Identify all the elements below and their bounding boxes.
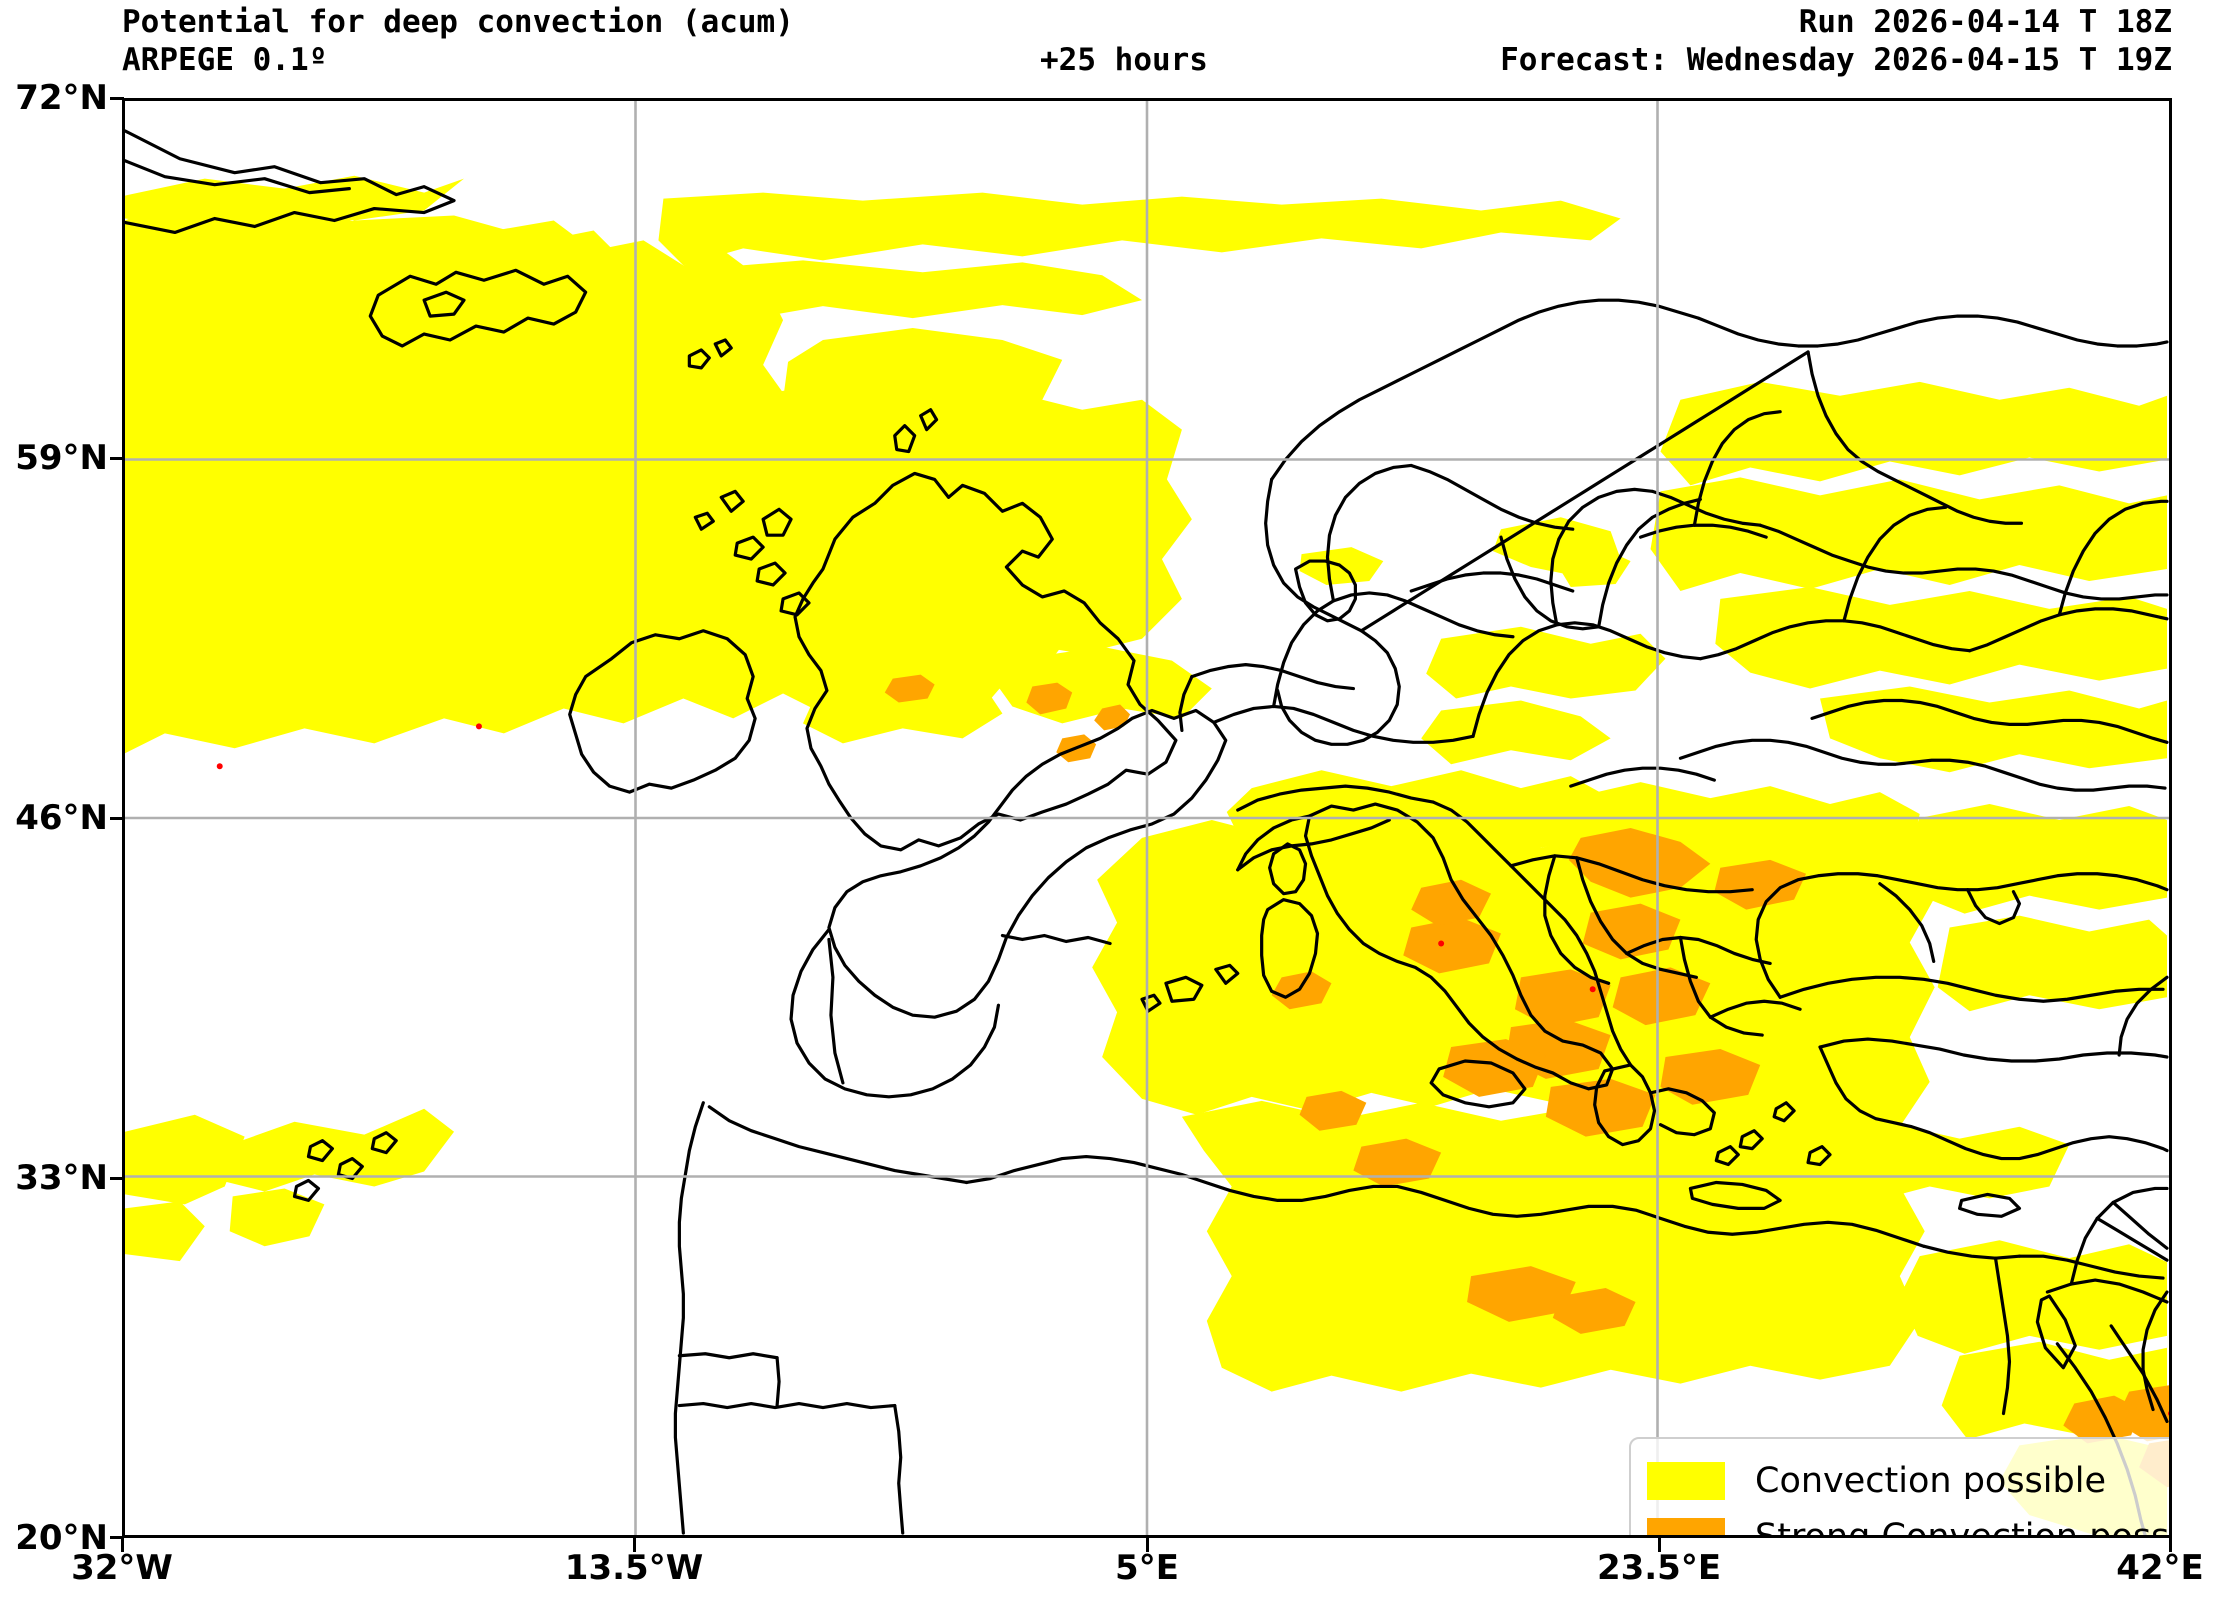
map-legend[interactable]: Convection possible Strong Convection po…: [1629, 1437, 2170, 1538]
convection-possible-layer: [125, 175, 2168, 1262]
y-tick-label-33N: 33°N: [15, 1158, 108, 1198]
y-tick-mark-46N: [110, 817, 124, 820]
y-tick-mark-72N: [110, 97, 124, 100]
weather-map-canvas[interactable]: [125, 101, 2169, 1535]
x-tick-label-13p5W: 13.5°W: [564, 1548, 704, 1588]
x-tick-mark-5E: [1146, 1538, 1149, 1552]
legend-label-convection-possible: Convection possible: [1755, 1460, 2106, 1501]
run-time-label: Run 2026-04-14 T 18Z: [1798, 4, 2172, 40]
x-tick-label-5E: 5°E: [1115, 1548, 1179, 1588]
map-plot-area[interactable]: Convection possible Strong Convection po…: [122, 98, 2172, 1538]
legend-swatch-yellow: [1647, 1462, 1725, 1500]
page-title: Potential for deep convection (acum): [122, 4, 794, 40]
forecast-time-label: Forecast: Wednesday 2026-04-15 T 19Z: [1500, 42, 2172, 78]
severe-convection-layer: [216, 723, 2169, 1416]
x-tick-mark-42E: [2169, 1538, 2172, 1552]
x-tick-mark-32W: [121, 1538, 124, 1552]
y-tick-label-46N: 46°N: [15, 798, 108, 838]
legend-label-strong-convection: Strong Convection possible: [1755, 1516, 2170, 1538]
legend-swatch-orange: [1647, 1518, 1725, 1535]
y-tick-label-20N: 20°N: [15, 1518, 108, 1558]
coastline-layer: [125, 129, 2169, 1535]
graticule-layer: [125, 101, 2169, 1535]
x-tick-label-32W: 32°W: [71, 1548, 173, 1588]
x-tick-mark-13p5W: [633, 1538, 636, 1552]
x-tick-label-23p5E: 23.5°E: [1596, 1548, 1722, 1588]
legend-item-strong-convection[interactable]: Strong Convection possible: [1647, 1509, 2170, 1538]
lead-time-label: +25 hours: [1040, 42, 1208, 78]
y-tick-mark-20N: [110, 1536, 124, 1539]
model-name-label: ARPEGE 0.1º: [122, 42, 328, 78]
y-tick-mark-33N: [110, 1177, 124, 1180]
y-tick-label-59N: 59°N: [15, 438, 108, 478]
x-tick-mark-23p5E: [1658, 1538, 1661, 1552]
x-tick-label-42E: 42°E: [2116, 1548, 2204, 1588]
map-header: Potential for deep convection (acum) ARP…: [0, 0, 2233, 96]
y-tick-mark-59N: [110, 457, 124, 460]
y-tick-label-72N: 72°N: [15, 78, 108, 118]
legend-item-convection-possible[interactable]: Convection possible: [1647, 1453, 2169, 1509]
